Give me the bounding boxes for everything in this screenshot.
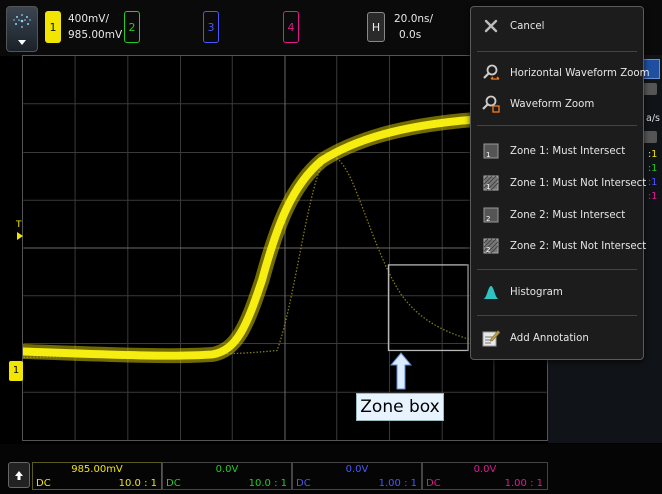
horizontal-zoom-icon xyxy=(482,64,500,82)
menu-separator xyxy=(477,315,637,316)
channel-2-button[interactable]: 2 xyxy=(124,11,140,43)
timebase-scale: 20.0ns/ xyxy=(394,13,434,25)
menu-item-histogram[interactable]: Histogram xyxy=(471,277,643,307)
horizontal-settings[interactable]: 20.0ns/ 0.0s xyxy=(394,11,433,43)
channel-1-button[interactable]: 1 xyxy=(45,11,61,43)
context-menu: Cancel Horizontal Waveform Zoom Waveform… xyxy=(470,6,650,360)
menu-separator xyxy=(477,125,637,126)
zone2-not-intersect-icon: 2 xyxy=(482,237,500,255)
svg-text:2: 2 xyxy=(486,215,490,223)
menu-item-add-annotation[interactable]: Add Annotation xyxy=(471,323,643,353)
waveform-zoom-icon xyxy=(482,95,500,113)
menu-item-waveform-zoom[interactable]: Waveform Zoom xyxy=(471,89,643,119)
trigger-level-marker[interactable]: T xyxy=(15,220,24,246)
scope-logo-icon xyxy=(13,14,31,45)
zone1-not-intersect-icon: 1 xyxy=(482,174,500,192)
chevron-down-icon xyxy=(18,40,26,45)
zone-box[interactable] xyxy=(387,264,469,352)
bottom-channel-bar xyxy=(0,444,662,494)
zone1-intersect-icon: 1 xyxy=(482,142,500,160)
menu-item-horizontal-zoom[interactable]: Horizontal Waveform Zoom xyxy=(471,58,650,88)
pulse-waveform-trace xyxy=(23,156,547,359)
menu-separator xyxy=(477,51,637,52)
annotation-icon xyxy=(482,329,500,347)
sample-rate-unit: a/s xyxy=(646,113,660,124)
menu-item-zone1-must-not-intersect[interactable]: 1 Zone 1: Must Not Intersect xyxy=(471,168,646,198)
expand-button[interactable] xyxy=(8,462,30,488)
ch3-probe-ratio: :1 xyxy=(648,177,658,188)
channel-1-info[interactable]: 985.00mV DC 10.0 : 1 xyxy=(32,462,162,490)
waveform-display[interactable] xyxy=(22,55,548,441)
edge-waveform-trace xyxy=(23,111,547,360)
menu-item-zone2-must-intersect[interactable]: 2 Zone 2: Must Intersect xyxy=(471,200,643,230)
menu-item-zone2-must-not-intersect[interactable]: 2 Zone 2: Must Not Intersect xyxy=(471,231,646,261)
graticule-center-axes xyxy=(23,56,547,440)
menu-item-zone1-must-intersect[interactable]: 1 Zone 1: Must Intersect xyxy=(471,136,643,166)
main-menu-button[interactable] xyxy=(6,6,38,52)
channel-1-ground-marker[interactable]: 1 xyxy=(9,361,23,381)
zone-box-callout: Zone box xyxy=(356,393,444,421)
arrow-up-icon xyxy=(15,471,23,480)
ch2-probe-ratio: :1 xyxy=(648,163,658,174)
histogram-icon xyxy=(482,283,500,301)
ch1-probe-ratio: :1 xyxy=(648,149,658,160)
channel-1-offset: 985.00mV xyxy=(68,29,123,41)
channel-4-info[interactable]: 0.0V DC 1.00 : 1 xyxy=(422,462,548,490)
svg-text:2: 2 xyxy=(486,246,490,254)
zone2-intersect-icon: 2 xyxy=(482,206,500,224)
svg-text:1: 1 xyxy=(486,151,490,159)
panel-toggle[interactable] xyxy=(643,83,657,95)
channel-4-button[interactable]: 4 xyxy=(283,11,299,43)
ch4-probe-ratio: :1 xyxy=(648,191,658,202)
channel-1-scale: 400mV/ xyxy=(68,13,109,25)
panel-toggle-2[interactable] xyxy=(643,131,657,143)
timebase-delay: 0.0s xyxy=(399,29,422,41)
menu-item-cancel[interactable]: Cancel xyxy=(471,11,643,41)
channel-1-settings[interactable]: 400mV/ 985.00mV xyxy=(68,11,122,43)
svg-text:1: 1 xyxy=(486,183,490,191)
channel-3-info[interactable]: 0.0V DC 1.00 : 1 xyxy=(292,462,422,490)
channel-2-info[interactable]: 0.0V DC 10.0 : 1 xyxy=(162,462,292,490)
channel-3-button[interactable]: 3 xyxy=(203,11,219,43)
cancel-icon xyxy=(482,17,500,35)
menu-separator xyxy=(477,269,637,270)
horizontal-button[interactable]: H xyxy=(367,12,385,42)
callout-arrow-icon xyxy=(390,352,412,390)
